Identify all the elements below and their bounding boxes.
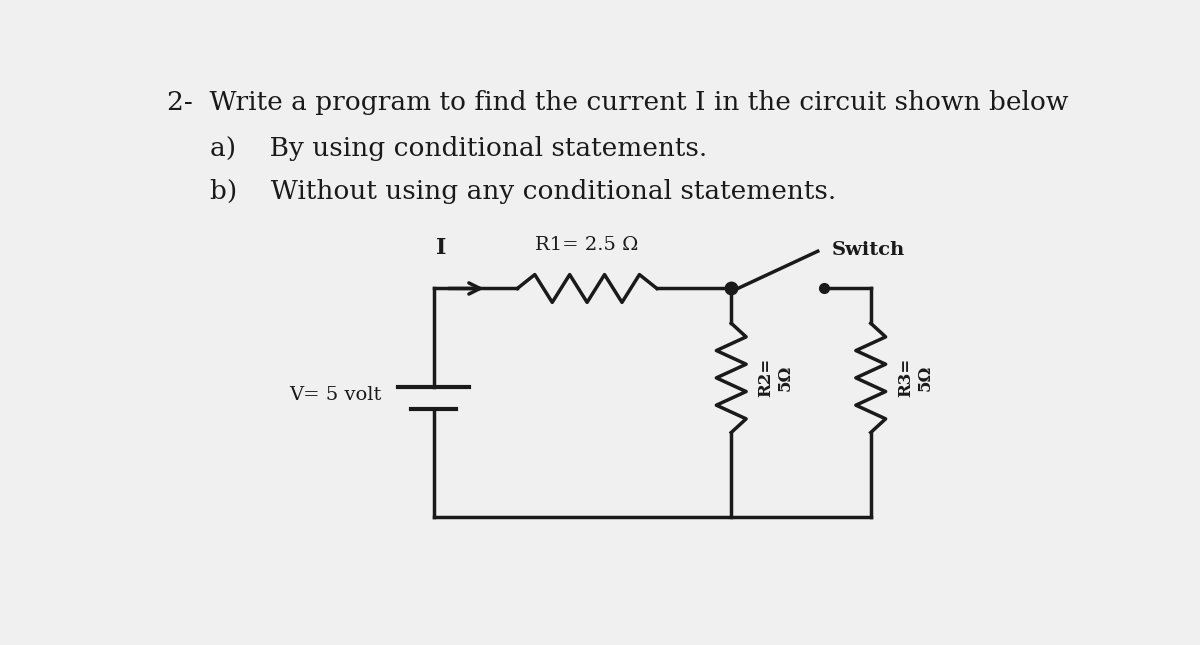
Text: a)    By using conditional statements.: a) By using conditional statements.: [210, 135, 708, 161]
Text: Switch: Switch: [832, 241, 905, 259]
Text: R1= 2.5 Ω: R1= 2.5 Ω: [535, 235, 638, 253]
Text: R3=
5Ω: R3= 5Ω: [896, 358, 934, 397]
Text: I: I: [436, 237, 446, 259]
Text: V= 5 volt: V= 5 volt: [289, 386, 382, 404]
Text: b)    Without using any conditional statements.: b) Without using any conditional stateme…: [210, 179, 836, 204]
Text: R2=
5Ω: R2= 5Ω: [757, 358, 794, 397]
Text: 2-  Write a program to find the current I in the circuit shown below: 2- Write a program to find the current I…: [167, 90, 1068, 115]
